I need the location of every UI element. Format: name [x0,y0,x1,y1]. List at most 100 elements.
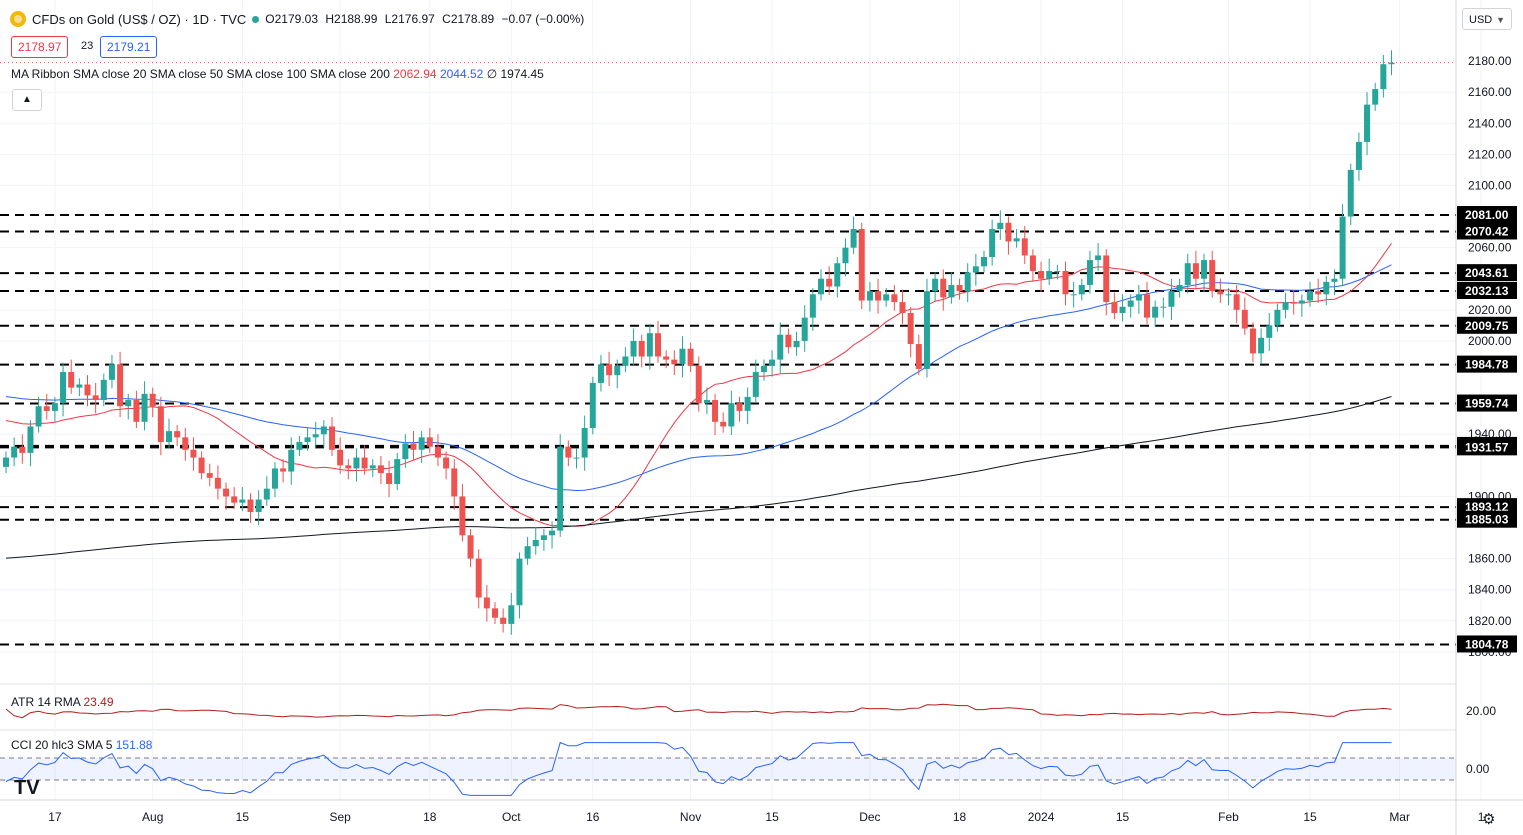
candle-body [1046,270,1053,279]
candle-body [280,468,287,472]
atr-line [5,703,1392,719]
candle-body [818,278,824,295]
candle-body [687,348,694,366]
candle-body [1054,270,1061,272]
candle-body [1119,306,1126,313]
candle-body [1298,300,1305,304]
candle-body [19,446,26,453]
candle-body [1225,294,1232,296]
sma200-line [5,396,1392,559]
open-value: O2179.03 [265,12,319,26]
candle-body [1176,284,1183,292]
price-level-label: 2032.13 [1465,284,1509,298]
spread-value: 23 [81,40,94,52]
candle-body [60,372,67,404]
price-tick-label: 2180.00 [1468,54,1512,68]
candle-body [622,356,629,366]
grid [0,0,1482,800]
candle-body [426,437,433,447]
price-tick-label: 1840.00 [1468,583,1512,597]
candle-body [43,406,50,411]
candle-body [394,459,401,484]
candle-body [1249,328,1256,354]
candle-body [361,457,368,469]
candle-body [1347,169,1354,217]
candle-body [1380,64,1387,90]
candle-body [1070,294,1077,296]
candle-body [972,266,979,273]
time-tick-label: 1 [1478,810,1485,824]
candle-body [247,499,254,512]
candle-body [532,539,539,547]
gear-icon[interactable]: ⚙ [1482,811,1496,828]
price-level-label: 1893.12 [1465,500,1509,514]
candle-body [1241,309,1248,329]
candle-body [752,372,759,397]
candle-body [231,496,238,503]
cci-band [0,758,1456,780]
time-tick-label: 18 [953,810,967,824]
collapse-legend-button[interactable]: ▲ [12,89,42,111]
price-level-tag [1457,206,1517,224]
candle-body [492,608,498,618]
candle-body [1013,238,1020,242]
candle-body [1388,62,1395,65]
time-tick-label: Sep [329,810,351,824]
candle-body [1372,89,1379,105]
candle-body [826,278,833,287]
candle-body [1339,216,1346,279]
candle-body [483,597,490,609]
price-tick-label: 1860.00 [1468,552,1512,566]
price-level-label: 2009.75 [1465,319,1509,333]
time-tick-label: Oct [502,810,521,824]
candle-body [679,348,686,365]
candle-body [777,334,784,360]
ma-ribbon-label: MA Ribbon SMA close 20 SMA close 50 SMA … [11,67,390,81]
price-level-label: 1931.57 [1465,440,1509,454]
candle-body [337,449,344,466]
candle-body [353,457,360,469]
symbol-title[interactable]: CFDs on Gold (US$ / OZ) · 1D · TVC [32,11,247,27]
candle-body [565,446,572,458]
candle-body [1282,302,1289,310]
candle-body [149,393,156,407]
ask-price[interactable]: 2179.21 [100,36,158,58]
time-axis[interactable]: 17 Aug 15 Sep 18 Oct 16 Nov 15 Dec 18 2024 15 Feb 15 Ma… [0,799,1523,824]
cci-legend[interactable]: CCI 20 hlc3 SMA 5 151.88 [11,738,152,752]
candle-body [712,400,719,422]
candle-body [410,443,417,450]
candle-body [1127,300,1134,307]
candle-body [1209,260,1216,292]
candle-body [1331,278,1338,282]
candle-body [312,434,319,438]
candle-body [606,364,613,376]
candle-body [206,473,213,478]
tradingview-logo-icon[interactable]: TV [14,777,40,799]
candle-body [614,365,621,376]
candle-body [932,278,939,292]
candle-body [418,437,425,450]
candle-body [549,530,556,536]
candle-body [157,406,164,443]
price-tick-label: 2100.00 [1468,178,1512,192]
atr-legend[interactable]: ATR 14 RMA 23.49 [11,695,114,709]
candle-body [760,365,767,373]
candle-body [728,403,735,427]
price-axis[interactable]: 1800.001820.001840.001860.001900.001940.… [1455,0,1517,835]
candle-body [255,499,262,512]
ma-ribbon-legend[interactable]: MA Ribbon SMA close 20 SMA close 50 SMA … [11,67,544,81]
candle-body [557,446,564,531]
candle-body [500,617,507,624]
cci-line [5,741,1392,796]
candle-body [1168,291,1175,307]
high-value: H2188.99 [325,12,378,26]
candle-body [736,403,743,411]
price-level-label: 2070.42 [1465,224,1509,238]
candle-body [402,443,409,460]
candle-body [1086,260,1093,285]
candle-body [866,291,873,301]
currency-selector[interactable]: USD ▼ [1462,8,1512,30]
candle-body [35,406,42,427]
bid-price[interactable]: 2178.97 [11,36,69,58]
